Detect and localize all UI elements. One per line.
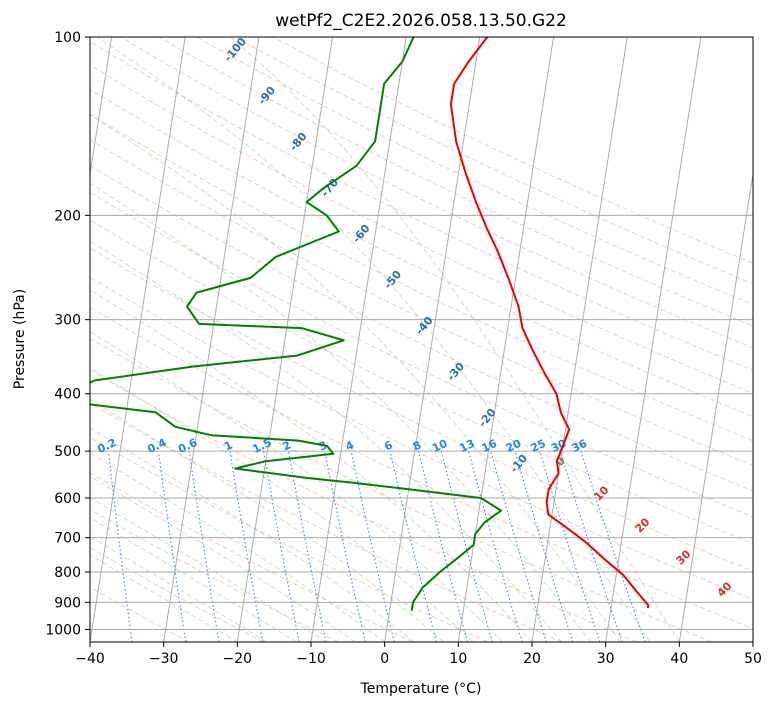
dry-adiabat: [90, 41, 753, 371]
mixing-ratio-line: [514, 450, 574, 642]
moist-adiabat: [90, 114, 621, 642]
dry-adiabat: [120, 37, 753, 349]
background-lines: [90, 37, 753, 642]
moist-adiabat: [90, 517, 297, 642]
isotherm: [163, 37, 260, 642]
dry-adiabat: [90, 436, 488, 642]
isotherm: [605, 37, 702, 642]
y-tick-label: 600: [54, 491, 81, 507]
dry-adiabat: [234, 37, 753, 285]
x-tick-label: −30: [149, 651, 179, 667]
dry-adiabat: [90, 219, 753, 545]
y-tick-label: 100: [54, 30, 81, 46]
isotherm: [90, 37, 113, 178]
x-tick-label: 40: [670, 651, 688, 667]
isotherm: [384, 37, 481, 642]
x-tick-label: 20: [523, 651, 541, 667]
x-tick-label: −10: [296, 651, 326, 667]
x-tick-label: 0: [380, 651, 389, 667]
moist-adiabat: [90, 536, 268, 642]
y-tick-label: 800: [54, 565, 81, 581]
mixing-ratio-label: 10: [430, 437, 450, 455]
moist-adiabat: [90, 330, 503, 642]
dry-adiabat: [90, 546, 264, 642]
x-tick-label: 30: [597, 651, 615, 667]
dry-adiabat: [196, 37, 753, 306]
y-tick-label: 200: [54, 208, 81, 224]
mixing-ratio-line: [580, 450, 646, 642]
moist-adiabat: [90, 427, 415, 642]
mixing-ratio-label: 36: [570, 437, 590, 455]
moist-adiabat: [90, 554, 238, 642]
moist-adiabat: [90, 240, 562, 642]
x-tick-label: 50: [744, 651, 762, 667]
mixing-ratio-line: [287, 451, 327, 642]
data-series: [90, 37, 650, 611]
dry-adiabat: [90, 64, 753, 394]
mixing-ratio-line: [188, 451, 220, 642]
x-axis-title: Temperature (°C): [360, 681, 482, 697]
dry-adiabat: [90, 276, 753, 601]
x-tick-label: −40: [75, 651, 105, 667]
axis-ticks: −40 −30 −20 −10 0 10 20 30 40 50 100 200 300 400 500 60…: [45, 30, 762, 667]
mixing-ratio-line: [324, 450, 366, 642]
plot-frame: [89, 36, 754, 643]
mixing-ratio-line: [418, 450, 469, 642]
moist-adiabat: [90, 452, 385, 642]
isotherm: [310, 37, 407, 642]
isotherm: [236, 37, 334, 642]
dry-adiabat: [90, 337, 712, 642]
isotherm: [678, 170, 753, 642]
mixing-ratio-label: 13: [457, 437, 476, 455]
dry-adiabat: [90, 165, 753, 492]
y-tick-label: 500: [54, 444, 81, 460]
dry-adiabat: [90, 191, 753, 518]
moist-adiabat: [90, 475, 356, 642]
moist-adiabat: [90, 367, 474, 642]
y-tick-label: 700: [54, 531, 81, 547]
isotherm: [90, 37, 186, 642]
x-tick-label: 10: [449, 651, 467, 667]
dry-adiabat: [158, 37, 753, 327]
isotherm: [531, 37, 628, 642]
moist-adiabat: [90, 289, 533, 642]
y-tick-label: 300: [54, 313, 81, 329]
dry-adiabat: [90, 369, 638, 642]
mixing-ratio-label: 20: [504, 437, 524, 455]
mixing-ratio-line: [559, 450, 623, 642]
y-tick-label: 400: [54, 387, 81, 403]
y-tick-label: 900: [54, 595, 81, 611]
y-tick-label: 1000: [45, 622, 81, 638]
chart-title: wetPf2_C2E2.2026.058.13.50.G22: [275, 11, 567, 31]
moist-adiabat: [97, 37, 651, 642]
mixing-ratio-line: [490, 450, 547, 642]
mixing-ratio-line: [157, 451, 187, 642]
y-axis-title: Pressure (hPa): [12, 289, 28, 389]
mixing-ratio-line: [389, 450, 437, 642]
dewpoint-line: [90, 37, 503, 611]
temperature-line: [449, 37, 650, 609]
moist-adiabat: [230, 37, 680, 642]
mixing-ratio-label: 25: [529, 437, 548, 455]
mixing-ratio-line: [539, 450, 601, 642]
mixing-ratio-label: 16: [480, 437, 500, 455]
mixing-ratio-line: [468, 450, 523, 642]
x-tick-label: −20: [223, 651, 253, 667]
moist-adiabat: [90, 398, 444, 642]
